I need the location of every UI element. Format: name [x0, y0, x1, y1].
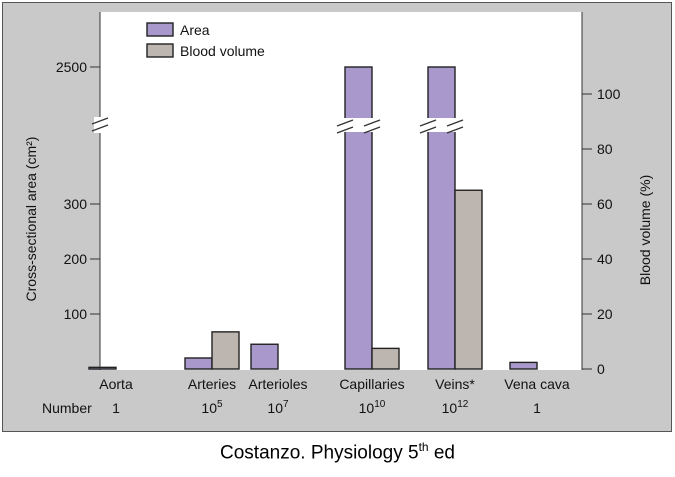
- right-tick-label: 80: [597, 141, 613, 157]
- caption-suffix: ed: [428, 442, 455, 464]
- category-label: Veins*: [435, 376, 475, 392]
- caption-superscript: th: [418, 440, 429, 454]
- number-row-label: Number: [42, 400, 92, 416]
- bar-area-4: [427, 66, 456, 370]
- bar-break-marker: [336, 118, 381, 134]
- category-label: Vena cava: [504, 376, 570, 392]
- legend-label: Blood volume: [180, 43, 265, 59]
- bar-area-0: [88, 366, 117, 370]
- number-value: 1: [112, 400, 120, 416]
- legend-swatch: [146, 43, 174, 58]
- right-tick-label: 40: [597, 251, 613, 267]
- left-axis-break: [91, 117, 109, 133]
- right-tick-label: 0: [597, 361, 605, 377]
- bar-blood-volume-1: [211, 331, 240, 370]
- bar-blood-volume-3: [371, 347, 400, 370]
- left-axis-title: Cross-sectional area (cm²): [23, 137, 39, 302]
- number-value: 1: [533, 400, 541, 416]
- legend-label: Area: [180, 22, 210, 38]
- caption-text: Costanzo. Physiology 5: [220, 442, 419, 464]
- bar-break-marker: [419, 118, 464, 134]
- category-label: Arterioles: [248, 376, 307, 392]
- number-value: 1012: [442, 399, 469, 416]
- category-label: Arteries: [188, 376, 236, 392]
- plot-area: [100, 12, 582, 370]
- bar-area-1: [184, 357, 213, 370]
- right-axis-title: Blood volume (%): [637, 175, 653, 286]
- bar-area-5: [509, 361, 538, 370]
- left-tick-label: 200: [64, 251, 88, 267]
- bar-area-2: [250, 343, 279, 370]
- chart: Cross-sectional area (cm²) Blood volume …: [23, 12, 653, 416]
- right-tick-label: 60: [597, 196, 613, 212]
- category-label: Capillaries: [339, 376, 404, 392]
- number-value: 1010: [359, 399, 386, 416]
- right-tick-label: 100: [597, 86, 621, 102]
- left-tick-label: 300: [64, 196, 88, 212]
- number-value: 107: [267, 399, 289, 416]
- bar-area-3: [344, 66, 373, 370]
- category-label: Aorta: [99, 376, 133, 392]
- bar-blood-volume-4: [454, 189, 483, 370]
- legend-swatch: [146, 22, 174, 37]
- left-tick-label: 100: [64, 306, 88, 322]
- left-tick-label: 2500: [56, 59, 87, 75]
- figure-caption: Costanzo. Physiology 5th ed: [0, 440, 675, 464]
- right-tick-label: 20: [597, 306, 613, 322]
- number-value: 105: [201, 399, 223, 416]
